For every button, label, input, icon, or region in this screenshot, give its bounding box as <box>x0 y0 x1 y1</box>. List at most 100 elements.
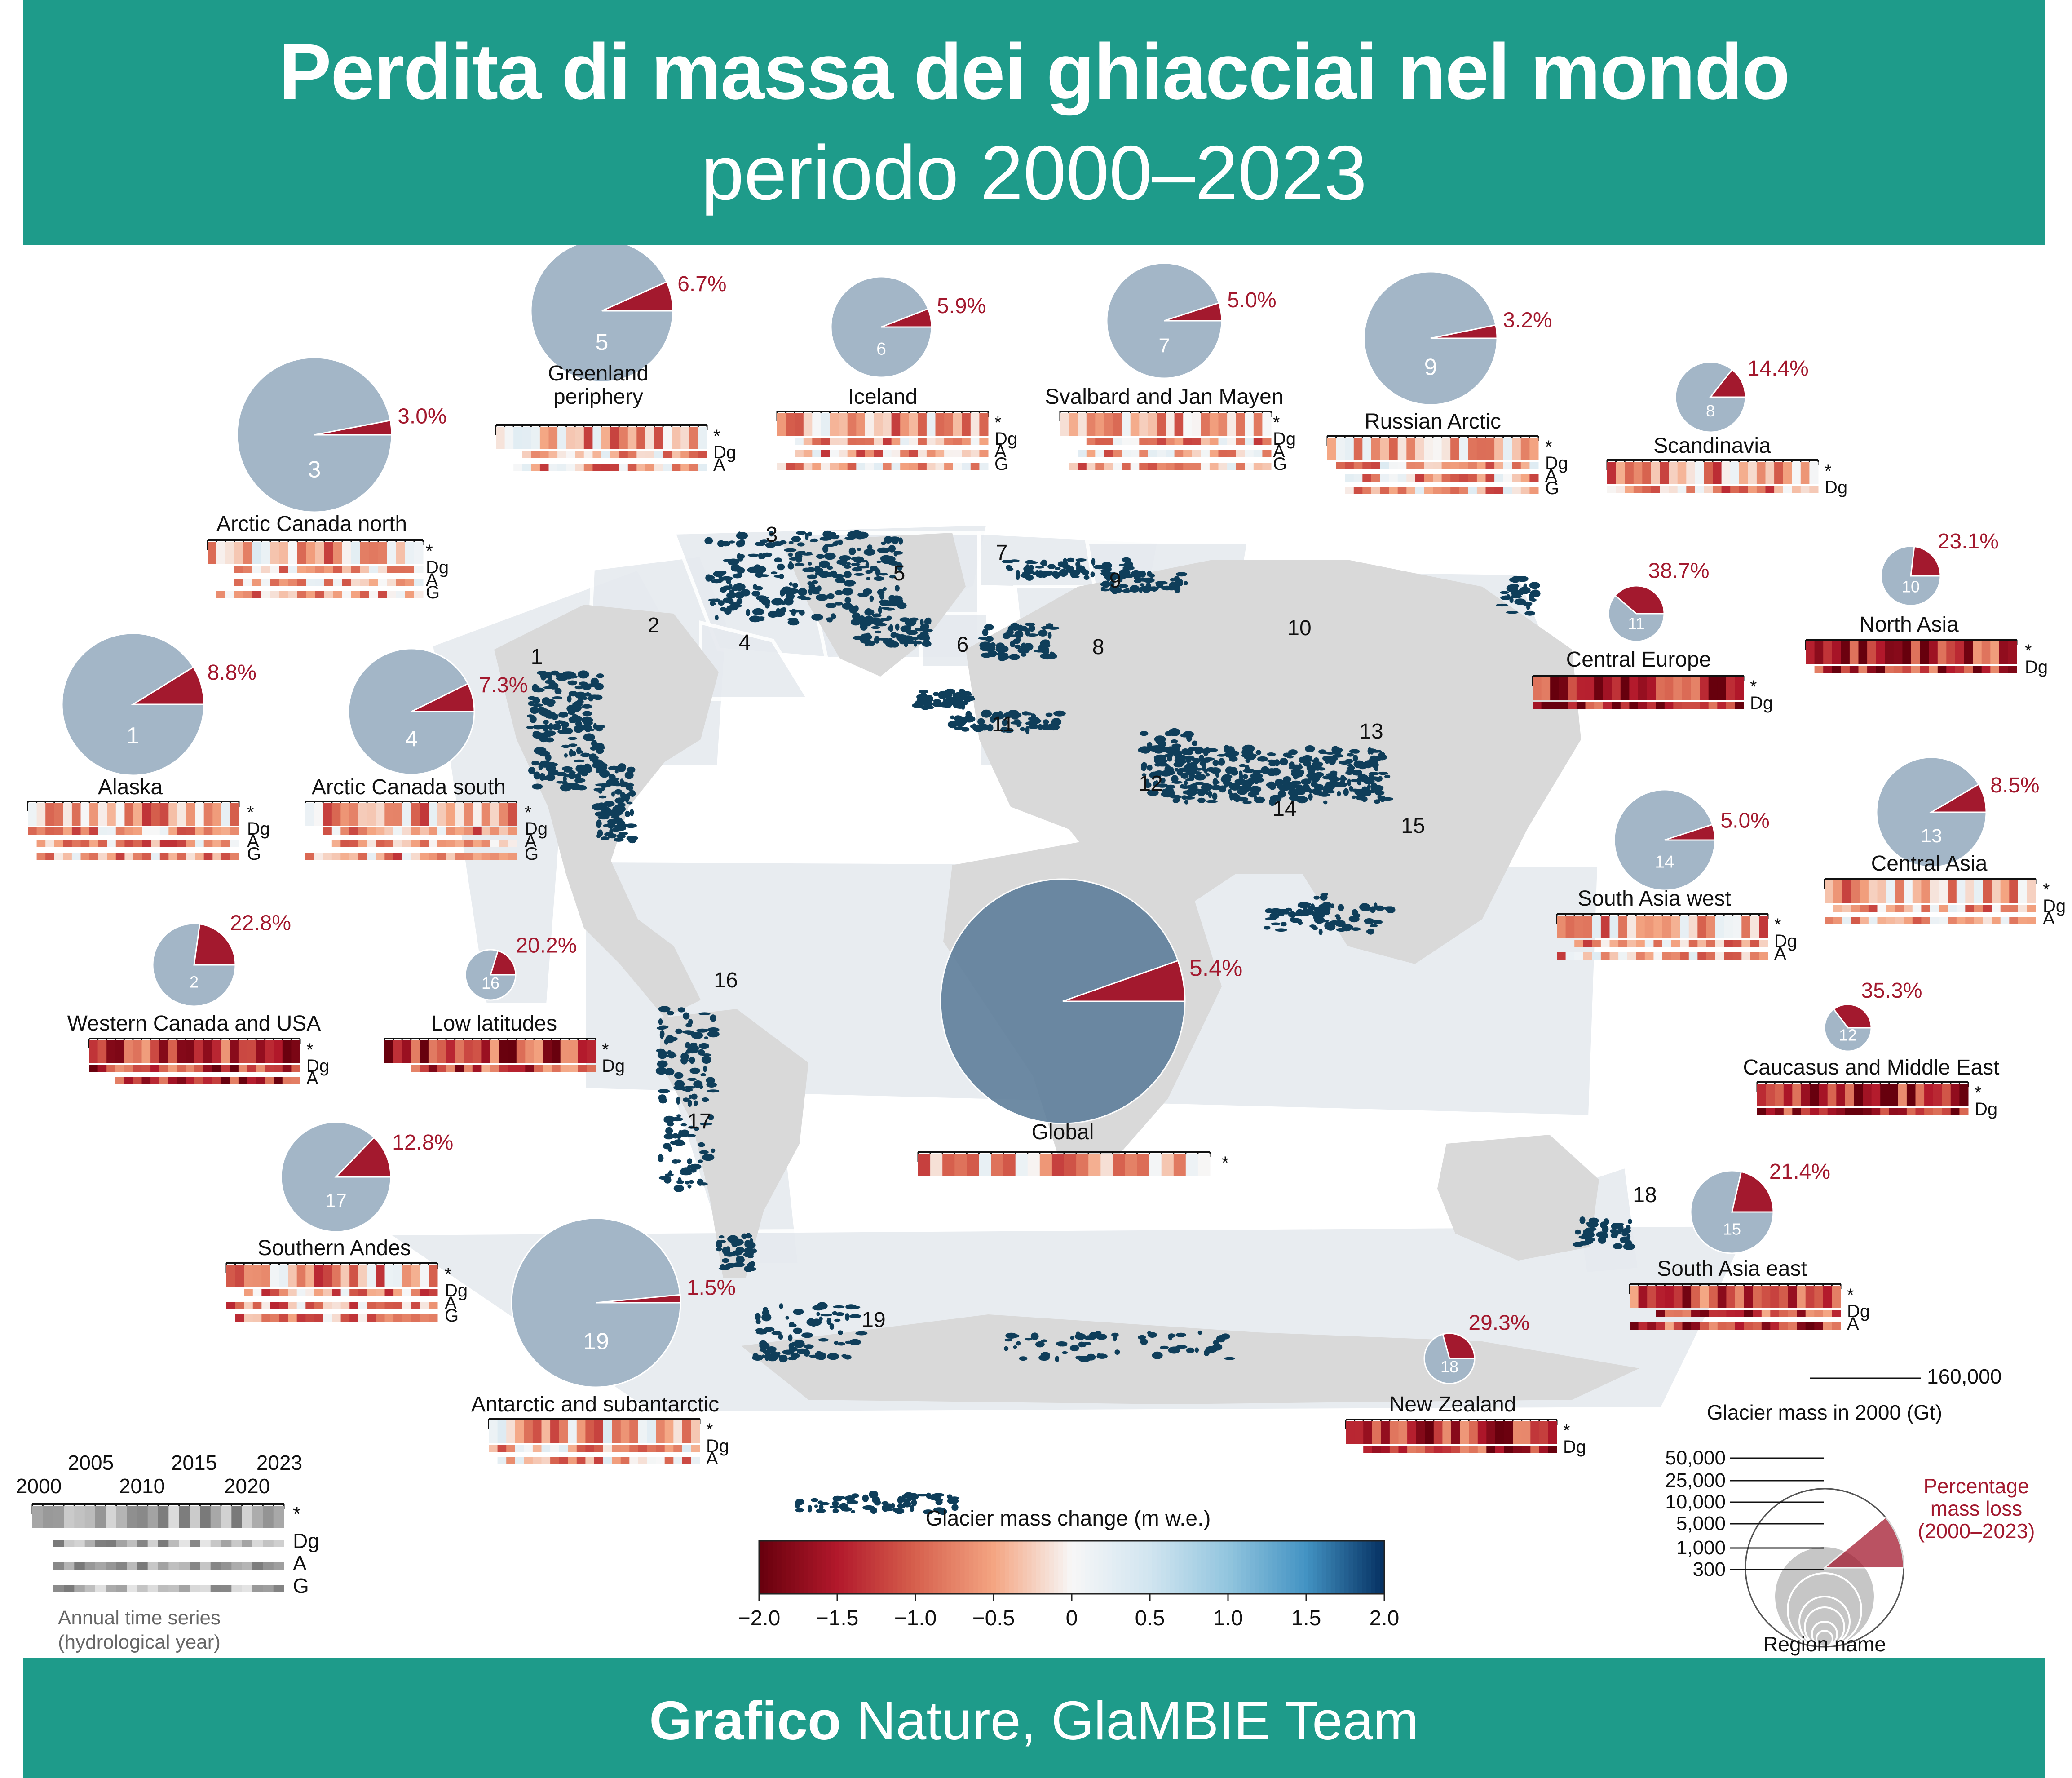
glacier-dot <box>818 1338 829 1342</box>
heatmap-cell <box>133 1077 142 1084</box>
heatmap-cell <box>1512 487 1521 494</box>
heatmap-row-label: Dg <box>2043 896 2066 916</box>
heatmap-cell <box>142 840 151 847</box>
glacier-dot <box>1069 1345 1079 1352</box>
heatmap-cell <box>1130 413 1140 436</box>
glacier-dot <box>753 564 762 573</box>
glacier-dot <box>604 809 617 814</box>
glacier-dot <box>1269 912 1280 920</box>
glacier-dot <box>894 585 900 592</box>
glacier-dot <box>678 1130 682 1138</box>
glacier-dot <box>984 624 994 631</box>
heatmap-cell <box>1166 413 1175 436</box>
colorbar-swatch <box>853 1541 858 1594</box>
glacier-dot <box>572 701 583 708</box>
glacier-dot <box>1336 782 1347 787</box>
heatmap-cell <box>1620 677 1630 700</box>
glacier-dot <box>844 571 852 578</box>
heatmap-row-label: * <box>1750 677 1757 697</box>
glacier-dot <box>673 1185 684 1192</box>
heatmap-cell <box>1956 917 1966 924</box>
glacier-dot <box>1205 773 1210 777</box>
heatmap-cell <box>270 542 280 564</box>
heatmap-cell <box>393 1289 403 1296</box>
heatmap-cell <box>1902 666 1912 673</box>
glacier-dot <box>1025 628 1030 637</box>
heatmap-cell <box>1389 487 1398 494</box>
heatmap-cell <box>1157 438 1166 445</box>
heatmap-cell <box>1700 677 1709 700</box>
heatmap-cell <box>288 579 298 586</box>
legend-year-bottom: 2000 <box>16 1474 62 1498</box>
percent-loss-label: 21.4% <box>1769 1160 1830 1184</box>
legend-gray-cell <box>147 1540 159 1547</box>
heatmap-cell <box>883 450 892 457</box>
glacier-dot <box>573 759 585 762</box>
heatmap-cell <box>360 542 370 564</box>
colorbar-swatch <box>1295 1541 1300 1594</box>
heatmap-cell <box>1868 917 1878 924</box>
glacier-dot <box>528 767 536 774</box>
glacier-dot <box>1317 910 1326 918</box>
heatmap-cell <box>508 1065 517 1072</box>
glacier-dot <box>1288 911 1296 918</box>
heatmap-cell <box>2027 880 2036 903</box>
heatmap-cell <box>1451 1446 1461 1453</box>
heatmap-cell <box>186 1040 195 1063</box>
glacier-dot <box>888 545 896 553</box>
heatmap-cell <box>1885 641 1894 664</box>
heatmap-cell <box>1709 1286 1718 1308</box>
glacier-dot <box>568 691 578 697</box>
glacier-dot <box>829 1505 841 1509</box>
heatmap-cell <box>1245 438 1254 445</box>
glacier-dot <box>728 559 739 566</box>
colorbar-swatch <box>1156 1541 1162 1594</box>
heatmap-cell <box>314 853 323 860</box>
heatmap-cell <box>926 450 936 457</box>
glacier-dot <box>839 1503 848 1510</box>
heatmap-cell <box>1122 463 1131 470</box>
heatmap-cell <box>1724 952 1733 960</box>
heatmap-cell <box>1086 463 1096 470</box>
heatmap-cell <box>89 1040 98 1063</box>
glacier-dot <box>1070 1336 1074 1340</box>
heatmap-cell <box>689 464 698 471</box>
glacier-dot <box>567 680 578 686</box>
heatmap-cell <box>186 827 195 835</box>
heatmap-cell <box>378 566 388 573</box>
colorbar-swatch <box>1362 1541 1367 1594</box>
legend-gray-cell <box>190 1585 200 1592</box>
heatmap-cell <box>1713 486 1722 493</box>
heatmap-row-label: G <box>994 454 1008 474</box>
heatmap-cell <box>1149 1154 1162 1176</box>
heatmap-cell <box>437 803 446 826</box>
glacier-dot <box>1073 569 1080 576</box>
glacier-dot <box>658 1018 663 1025</box>
heatmap-cell <box>1174 450 1184 457</box>
heatmap-cell <box>891 413 901 436</box>
heatmap-cell <box>323 1265 332 1287</box>
glacier-dot <box>688 1044 692 1051</box>
glacier-dot <box>1025 622 1035 626</box>
legend-gray-cell <box>273 1585 284 1592</box>
heatmap-cell <box>1512 474 1521 482</box>
heatmap-cell <box>1691 677 1700 700</box>
heatmap-cell <box>1209 450 1219 457</box>
heatmap-cell <box>1166 463 1175 470</box>
glacier-dot <box>807 581 813 585</box>
colorbar-tick-label: 0.5 <box>1135 1606 1165 1630</box>
legend-gray-cell <box>168 1506 180 1528</box>
glacier-dot <box>658 1089 670 1094</box>
glacier-dot <box>1267 759 1276 763</box>
glacier-dot <box>911 1499 917 1507</box>
glacier-dot <box>1382 797 1393 801</box>
heatmap-row-label: * <box>1774 915 1781 935</box>
heatmap-cell <box>1227 438 1237 445</box>
heatmap-cell <box>1753 1310 1762 1317</box>
heatmap-cell <box>499 803 508 826</box>
heatmap-cell <box>1495 1421 1504 1444</box>
heatmap-cell <box>221 853 230 860</box>
heatmap-cell <box>367 840 376 847</box>
heatmap-cell <box>472 1065 482 1072</box>
heatmap-cell <box>539 451 549 458</box>
